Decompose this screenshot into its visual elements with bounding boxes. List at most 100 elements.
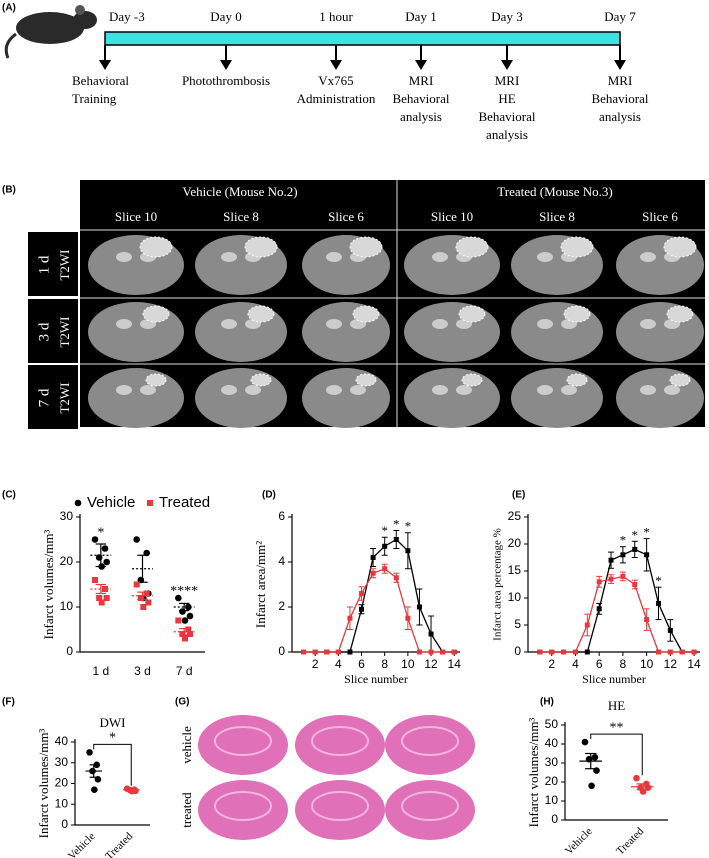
he-slice xyxy=(198,715,288,775)
y-axis-label: Infarct volumes/mm³ xyxy=(41,530,56,640)
legend-label: Vehicle xyxy=(87,494,135,511)
data-point xyxy=(98,599,105,606)
slice-label: Slice 8 xyxy=(223,209,259,224)
data-point xyxy=(632,546,638,552)
data-point xyxy=(382,566,388,572)
brain-ventricle xyxy=(537,385,553,395)
y-tick-label: 4 xyxy=(278,554,285,568)
data-point xyxy=(185,603,192,611)
data-point xyxy=(145,599,152,606)
x-tick-label: 8 xyxy=(620,657,627,671)
brain-slice xyxy=(88,302,184,362)
timeline-bar xyxy=(104,31,621,46)
brain-ventricle xyxy=(326,385,342,395)
data-point xyxy=(405,548,411,554)
data-point xyxy=(667,649,673,655)
y-tick-label: 2 xyxy=(278,599,285,613)
data-point xyxy=(416,604,422,610)
lesion xyxy=(139,236,173,258)
x-tick-label: 14 xyxy=(448,657,462,671)
data-point xyxy=(451,649,457,655)
y-axis-label: Infarct volumes/mm³ xyxy=(36,729,51,839)
data-point xyxy=(644,552,650,558)
slice-label: Slice 10 xyxy=(115,209,157,224)
y-tick-label: 10 xyxy=(55,796,69,810)
data-point xyxy=(370,555,376,560)
brain-ventricle xyxy=(640,385,656,395)
brain-ventricle xyxy=(350,385,366,395)
significance: ** xyxy=(610,720,624,735)
lesion xyxy=(461,373,483,387)
y-tick-label: 20 xyxy=(545,774,559,788)
data-point xyxy=(179,608,186,615)
event-arrowhead xyxy=(614,60,626,70)
data-point xyxy=(608,576,614,582)
data-point xyxy=(405,615,411,621)
data-point xyxy=(608,557,614,563)
y-tick-label: 40 xyxy=(545,736,559,750)
y-tick-label: 30 xyxy=(545,755,559,769)
data-point xyxy=(347,615,353,621)
lesion xyxy=(455,236,489,258)
data-point xyxy=(103,558,110,566)
data-point xyxy=(181,617,189,624)
data-point xyxy=(137,595,144,601)
data-point xyxy=(591,754,599,761)
data-point xyxy=(428,631,434,637)
y-tick-label: 10 xyxy=(60,599,74,613)
data-point xyxy=(596,606,602,612)
data-point xyxy=(96,595,103,601)
data-point xyxy=(102,586,108,592)
brain-ventricle xyxy=(640,319,656,329)
brain-ventricle xyxy=(221,385,237,395)
y-axis-label: Infarct area/mm² xyxy=(253,541,268,628)
row-sequence: T2WI xyxy=(57,382,72,413)
significance: * xyxy=(405,519,412,534)
slice-label: Slice 6 xyxy=(328,209,364,224)
brain-ventricle xyxy=(116,252,132,262)
x-tick-label: Vehicle xyxy=(66,830,98,858)
data-point xyxy=(537,649,543,655)
data-point xyxy=(347,649,353,655)
data-point xyxy=(382,543,388,549)
brain-slice xyxy=(302,368,390,428)
event-arrowhead xyxy=(415,60,427,70)
data-point xyxy=(561,649,567,655)
group-title: Treated (Mouse No.3) xyxy=(497,184,612,199)
he-slice xyxy=(198,780,288,840)
x-tick-label: 14 xyxy=(687,657,701,671)
he-slice xyxy=(385,715,475,775)
data-point xyxy=(679,649,685,655)
x-tick-label: 3 d xyxy=(134,664,151,678)
data-point xyxy=(187,631,193,637)
event-label: Photothrombosis xyxy=(182,73,270,88)
lesion xyxy=(142,305,170,323)
brain-ventricle xyxy=(537,319,553,329)
data-point xyxy=(175,594,182,602)
data-point xyxy=(359,591,365,596)
panel-label: (F) xyxy=(2,697,15,708)
x-tick-label: 10 xyxy=(401,657,415,671)
data-point xyxy=(632,582,638,587)
x-tick-label: Treated xyxy=(103,830,135,858)
data-point xyxy=(581,738,589,746)
brain-slice xyxy=(404,368,500,428)
data-point xyxy=(101,545,109,552)
x-tick-label: 12 xyxy=(664,657,678,671)
data-point xyxy=(620,573,626,579)
data-point xyxy=(667,627,673,633)
x-tick-label: 4 xyxy=(572,657,579,671)
y-axis-label: Infarct volumes/mm³ xyxy=(526,718,541,828)
x-tick-label: 1 d xyxy=(92,664,109,678)
event-label: analysis xyxy=(599,109,641,124)
chart-title: DWI xyxy=(100,715,126,730)
event-label: MRI xyxy=(608,73,633,88)
chart-title: HE xyxy=(608,698,625,713)
event-label: MRI xyxy=(495,73,520,88)
legend-marker xyxy=(147,500,153,506)
data-point xyxy=(393,575,399,581)
brain-slice xyxy=(404,302,500,362)
y-tick-label: 10 xyxy=(545,793,559,807)
event-arrowhead xyxy=(501,60,513,70)
data-point xyxy=(655,649,661,655)
